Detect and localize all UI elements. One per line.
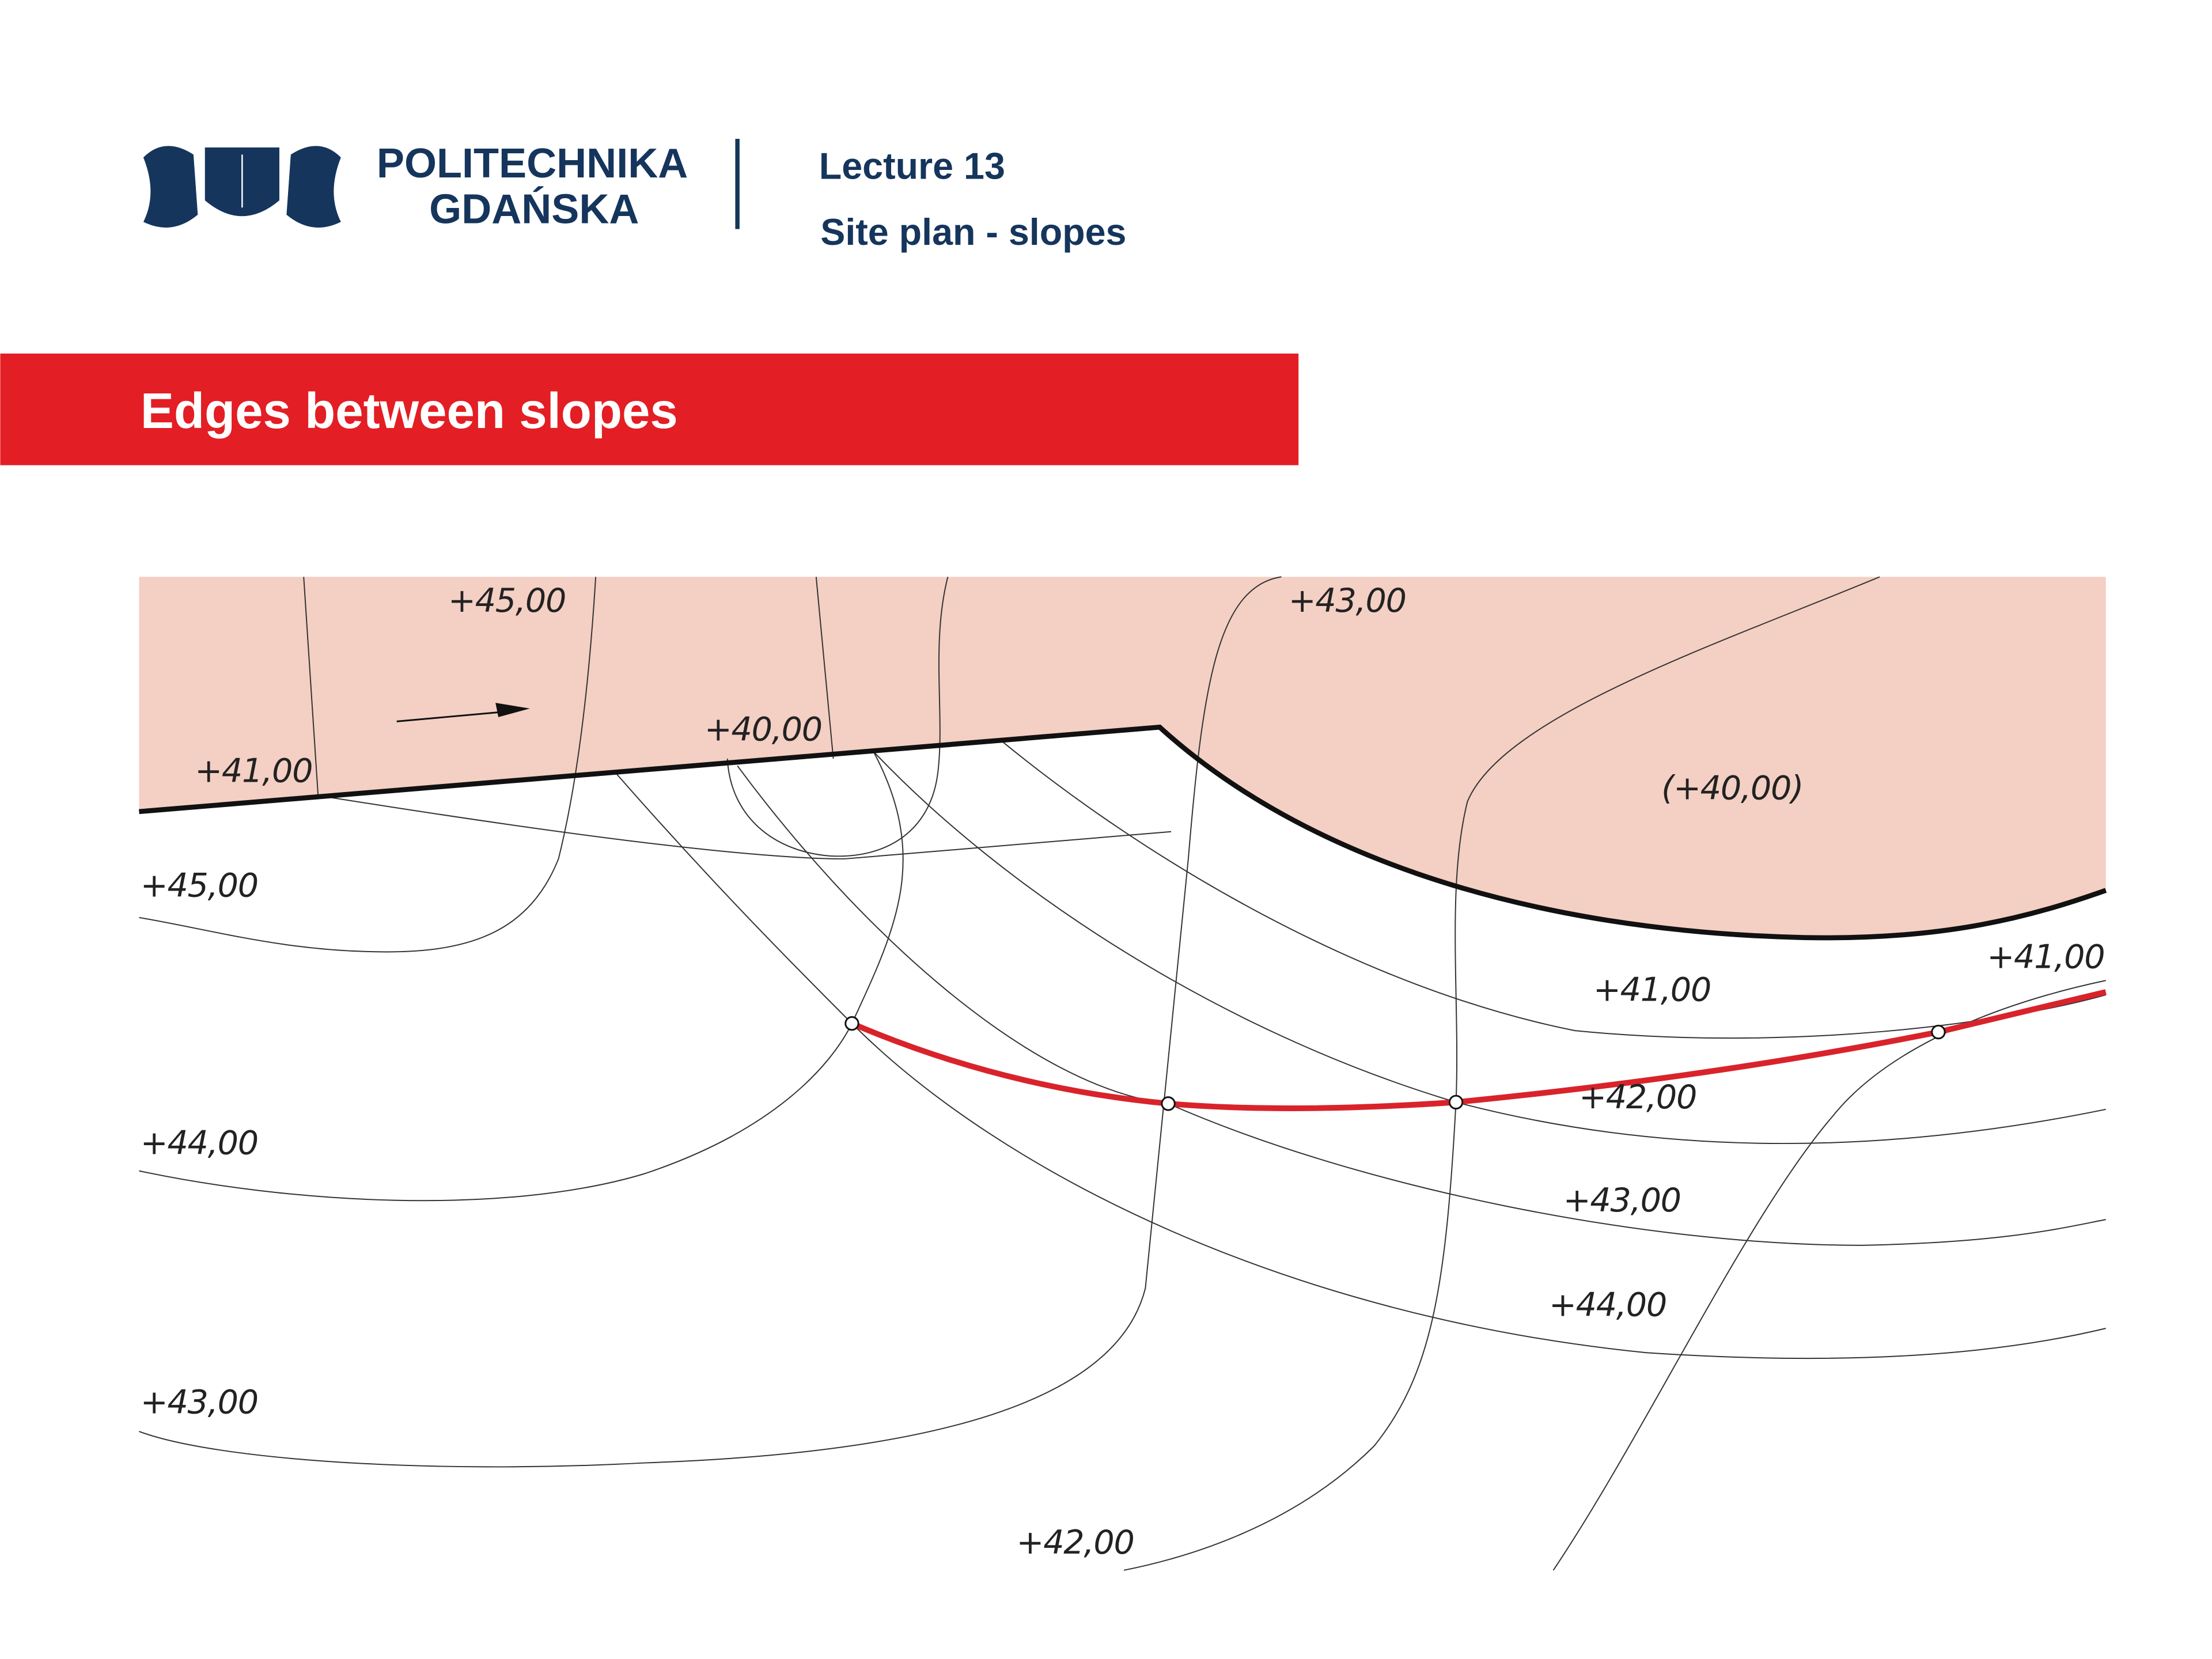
section-title: Edges between slopes	[141, 383, 678, 439]
section-bar	[0, 353, 1299, 465]
elevation-label: +45,00	[448, 582, 566, 620]
elevation-label: +43,00	[1563, 1181, 1681, 1219]
elevation-label: +45,00	[141, 866, 258, 904]
elevation-label: +40,00	[704, 710, 822, 748]
labels: +45,00 +43,00 +40,00 +41,00 (+40,00) +45,00 +4…	[141, 582, 2105, 1562]
elevation-label: +42,00	[1579, 1078, 1696, 1116]
topic: Site plan - slopes	[820, 211, 1126, 253]
elevation-label: +44,00	[1549, 1286, 1666, 1324]
logo-text: GDAŃSKA	[429, 187, 639, 233]
lecture: Lecture 13	[819, 146, 1005, 187]
elevation-label: +43,00	[1289, 582, 1406, 620]
elevation-label: +42,00	[1017, 1524, 1134, 1562]
logo: POLITECHNIKA GDAŃSKA	[143, 141, 688, 233]
elevation-label: (+40,00)	[1661, 769, 1803, 807]
elevation-label: +41,00	[195, 752, 312, 790]
elevation-label: +44,00	[141, 1124, 258, 1162]
site-plan	[139, 576, 2107, 1571]
elevation-label: +43,00	[141, 1383, 258, 1421]
elevation-label: +41,00	[1593, 971, 1711, 1009]
logo-text: POLITECHNIKA	[377, 141, 688, 187]
elevation-label: +41,00	[1987, 938, 2104, 976]
